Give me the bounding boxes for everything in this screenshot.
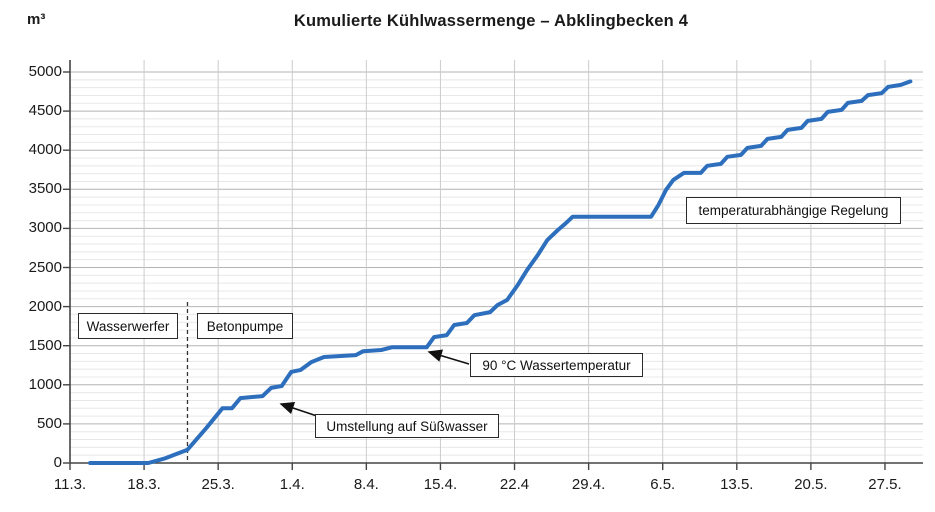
data-series-line: [88, 79, 913, 465]
x-tick-label: 22.4: [499, 476, 530, 493]
y-tick-label: 5000: [28, 63, 62, 80]
x-tick-label: 8.4.: [353, 476, 379, 493]
y-axis-unit-label: m³: [27, 11, 46, 28]
x-tick-label: 13.5.: [720, 476, 754, 493]
x-tick-label: 6.5.: [650, 476, 676, 493]
x-tick-label: 11.3.: [53, 476, 87, 493]
annotation-box: Wasserwerfer: [78, 313, 178, 339]
x-tick-label: 25.3.: [201, 476, 235, 493]
x-tick-label: 18.3.: [127, 476, 161, 493]
annotation-box: temperaturabhängige Regelung: [686, 197, 901, 224]
y-tick-label: 1000: [28, 375, 62, 393]
y-tick-label: 2500: [28, 258, 62, 276]
annotation-box: Umstellung auf Süßwasser: [315, 414, 499, 438]
y-tick-label: 3500: [28, 180, 62, 198]
x-tick-label: 29.4.: [571, 476, 606, 493]
x-tick-label: 15.4.: [423, 476, 458, 493]
y-tick-label: 2000: [28, 297, 62, 315]
axes: [63, 60, 923, 470]
x-tick-label: 27.5.: [868, 476, 902, 493]
x-tick-label: 20.5.: [794, 476, 828, 493]
y-tick-label: 500: [36, 414, 62, 432]
annotation-box: 90 °C Wassertemperatur: [470, 353, 643, 377]
cumulative-water-line: [88, 79, 913, 465]
y-tick-label: 0: [53, 454, 62, 471]
y-tick-label: 1500: [28, 336, 62, 354]
y-tick-label: 4500: [28, 102, 62, 120]
y-tick-label: 4000: [28, 141, 62, 159]
annotation-box: Betonpumpe: [197, 313, 293, 339]
chart-title: Kumulierte Kühlwassermenge – Abklingbeck…: [293, 12, 689, 30]
major-gridlines: [70, 60, 923, 463]
y-tick-label: 3000: [28, 219, 62, 237]
annotation-arrow: [427, 349, 470, 365]
x-tick-label: 1.4.: [279, 476, 305, 493]
